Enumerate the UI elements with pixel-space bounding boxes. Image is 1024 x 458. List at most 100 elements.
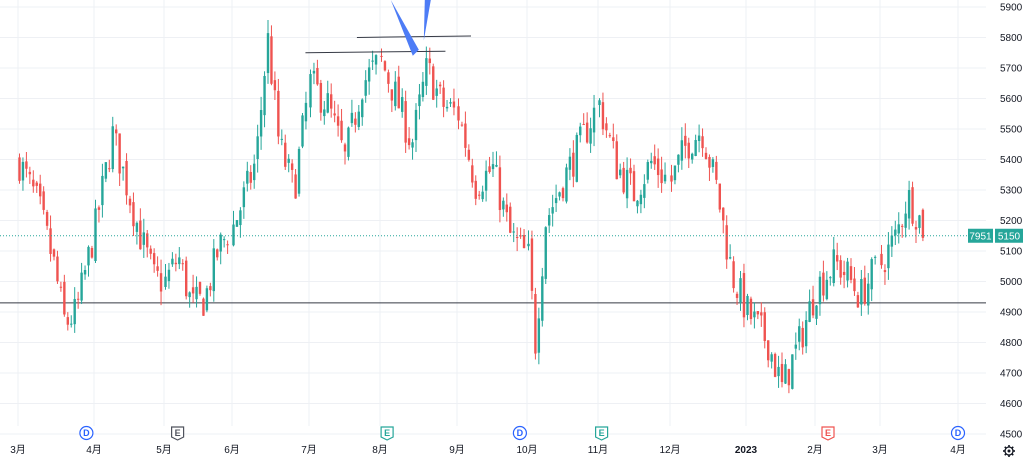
candle-body (156, 266, 159, 271)
candle-body (565, 167, 568, 202)
candle-body (509, 206, 512, 233)
candle-body (380, 55, 383, 57)
candle-body (297, 148, 301, 194)
candle-body (653, 156, 656, 165)
candle-body (777, 366, 780, 377)
candle-body (397, 76, 400, 109)
candle-body (818, 276, 822, 305)
candle-body (798, 326, 801, 342)
candle-body (880, 253, 883, 266)
candle-body (894, 229, 897, 236)
candle-body (146, 233, 149, 248)
candle-body (357, 111, 360, 127)
candle-body (411, 142, 414, 148)
candle-body (605, 123, 608, 131)
candle-body (770, 354, 773, 362)
candle-body (195, 286, 198, 300)
candle-body (428, 58, 431, 64)
trendline (356, 35, 472, 38)
candle-body (364, 80, 367, 96)
candle-body (167, 269, 171, 282)
candle-body (290, 163, 294, 170)
candle-body (568, 156, 572, 170)
candle-body (383, 61, 387, 71)
candle-body (636, 200, 639, 207)
candle-body (763, 312, 766, 342)
candle-body (253, 163, 256, 181)
candle-body (97, 207, 101, 210)
x-tick-label: 3月 (10, 444, 26, 456)
candle-body (401, 97, 404, 112)
candle-body (673, 165, 677, 181)
candle-body (432, 66, 435, 100)
candle-body (811, 299, 815, 316)
y-tick-label: 5200 (1000, 216, 1023, 227)
y-tick-label: 5500 (1000, 125, 1023, 136)
candle-body (911, 187, 914, 224)
candle-body (801, 327, 804, 348)
candle-body (471, 165, 474, 183)
event-label: D (955, 428, 962, 438)
price-axis[interactable]: 4500 4600 4700 4800 4900 5000 5100 5200 5300 5400… (1000, 3, 1023, 441)
event-label: D (83, 428, 90, 438)
candle-body (646, 162, 649, 180)
dividend-marker: D (950, 425, 966, 441)
candle-body (808, 301, 811, 322)
candle-body (897, 224, 900, 234)
last-price-tag: 7951 5150 (968, 228, 1023, 243)
settings-icon[interactable] (1003, 445, 1015, 457)
time-axis[interactable]: 3月 4月 5月 6月 7月 8月 9月 10月 11月 12月 2023 2月 3月 4月 (10, 444, 966, 456)
candle-body (76, 298, 80, 300)
x-tick-label: 10月 (516, 444, 537, 456)
candle-body (656, 158, 660, 176)
candle-body (209, 286, 212, 291)
candle-body (139, 220, 142, 250)
candle-body (277, 90, 280, 137)
candle-body (822, 272, 825, 296)
candle-body (159, 273, 163, 292)
candle-body (732, 261, 735, 289)
trendlines[interactable] (305, 35, 472, 54)
candle-body (519, 235, 522, 237)
candle-body (708, 156, 711, 168)
arrow-drawing (390, 0, 419, 56)
candle-body (592, 107, 596, 133)
candle-body (725, 225, 728, 260)
price-tag-code: 7951 (969, 231, 992, 242)
candle-body (918, 215, 921, 228)
candle-body (212, 248, 215, 292)
candle-body (856, 295, 860, 308)
candle-body (142, 232, 145, 245)
candle-body (701, 136, 704, 149)
candle-body (488, 166, 491, 172)
candle-body (829, 277, 832, 279)
arrow-drawings[interactable] (390, 0, 431, 56)
trendline (305, 50, 446, 54)
candle-body (804, 320, 808, 347)
candle-body (132, 202, 135, 227)
x-tick-label: 11月 (588, 444, 608, 456)
candle-body (174, 262, 178, 265)
candle-body (632, 171, 636, 202)
candle-body (839, 260, 842, 278)
candle-body (836, 255, 839, 262)
candle-body (18, 157, 21, 181)
candle-body (222, 239, 226, 241)
candle-body (21, 161, 25, 181)
candle-body (687, 142, 690, 159)
candle-body (152, 253, 156, 265)
candle-body (80, 272, 83, 301)
candle-body (551, 207, 554, 214)
event-label: D (517, 428, 524, 438)
candle-body (216, 249, 219, 258)
candle-body (870, 259, 873, 290)
candle-body (259, 110, 263, 137)
candle-body (35, 182, 38, 186)
candle-body (643, 184, 646, 198)
candle-body (794, 344, 797, 349)
candle-body (87, 246, 90, 266)
candle-body (505, 204, 508, 213)
